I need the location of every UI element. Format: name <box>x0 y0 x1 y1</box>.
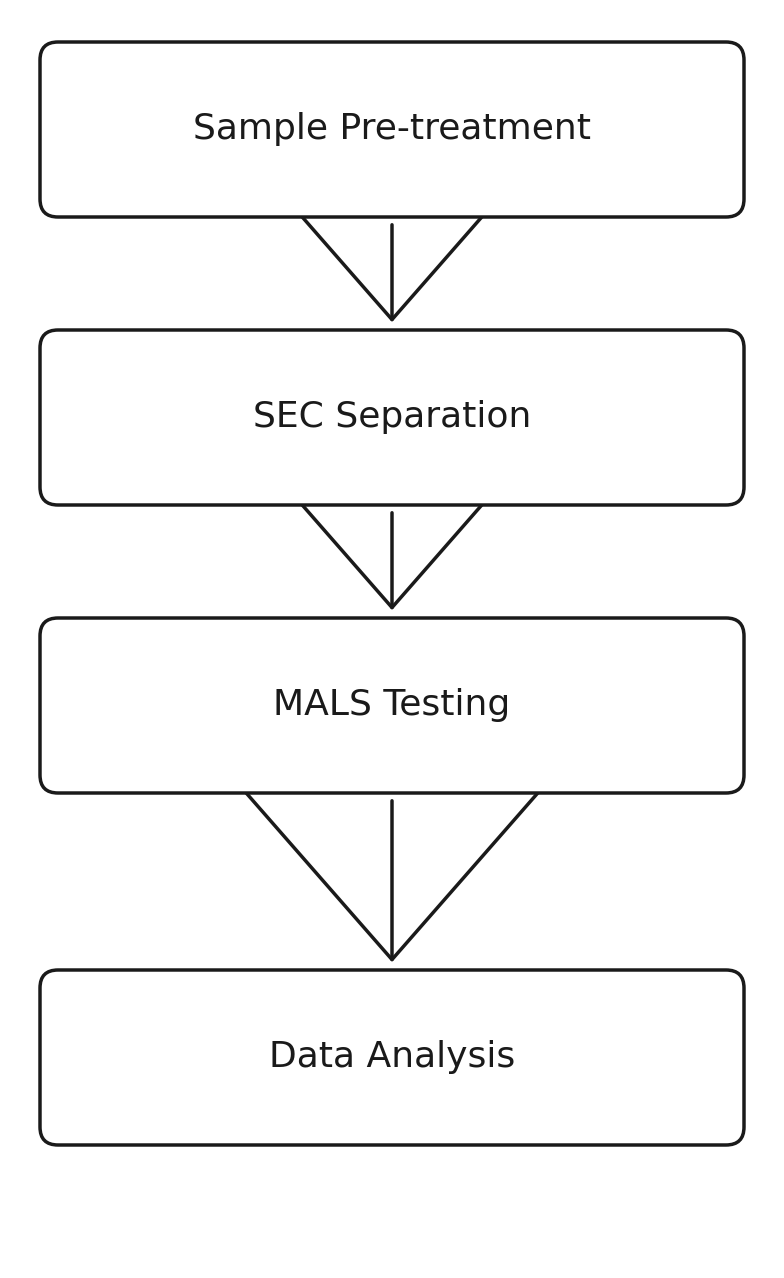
FancyBboxPatch shape <box>40 330 744 505</box>
Text: Sample Pre-treatment: Sample Pre-treatment <box>193 112 591 147</box>
FancyBboxPatch shape <box>40 619 744 794</box>
Text: SEC Separation: SEC Separation <box>252 400 532 435</box>
FancyBboxPatch shape <box>40 970 744 1145</box>
FancyBboxPatch shape <box>40 42 744 217</box>
Text: Data Analysis: Data Analysis <box>269 1040 515 1075</box>
Text: MALS Testing: MALS Testing <box>274 689 510 722</box>
